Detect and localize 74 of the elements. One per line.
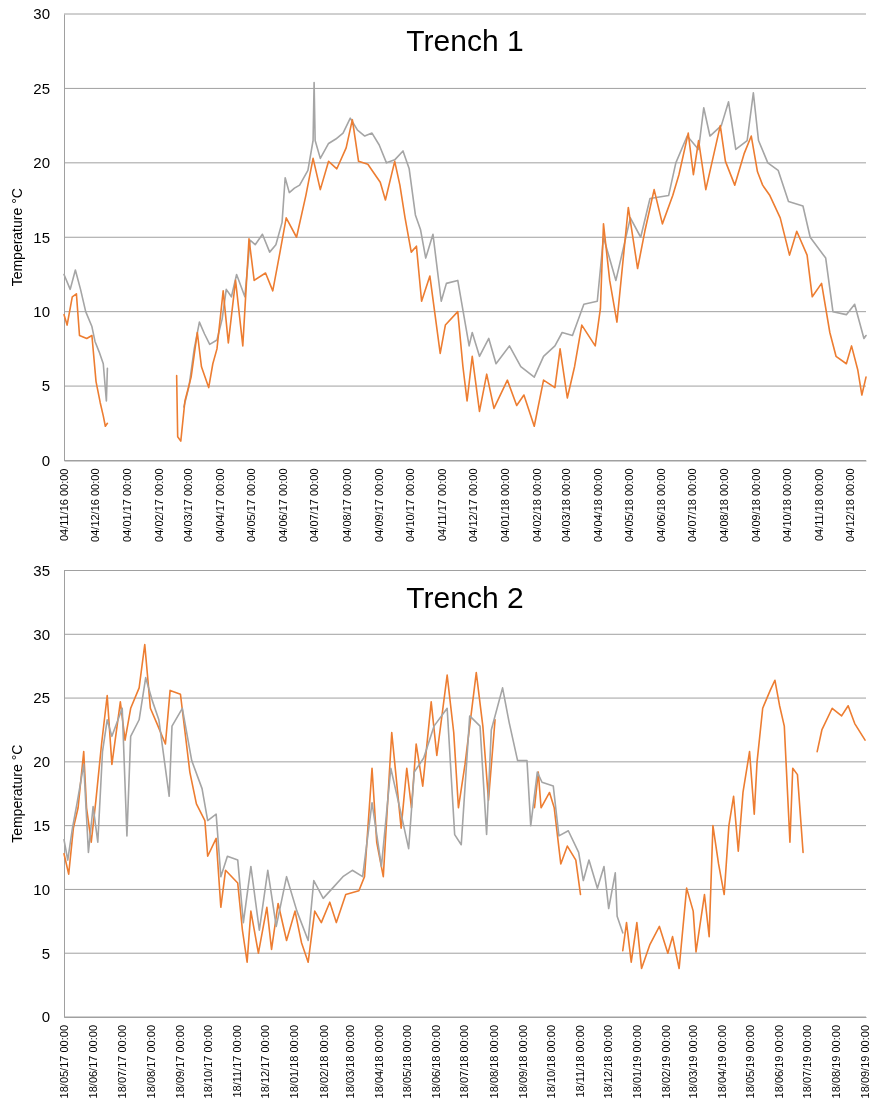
- x-tick-label: 04/05/17 00:00: [245, 468, 258, 542]
- x-tick-label: 18/05/19 00:00: [743, 1025, 756, 1099]
- y-tick-label: 20: [33, 753, 50, 771]
- x-tick-label: 04/11/16 00:00: [58, 468, 71, 542]
- x-tick-label: 18/07/17 00:00: [115, 1025, 128, 1099]
- x-tick-label: 18/05/18 00:00: [401, 1025, 414, 1099]
- x-tick-label: 04/09/18 00:00: [749, 468, 762, 542]
- x-tick-label: 18/07/19 00:00: [801, 1025, 814, 1099]
- x-tick-label: 18/12/18 00:00: [602, 1025, 615, 1099]
- x-tick-label: 04/01/18 00:00: [498, 468, 511, 542]
- x-tick-label: 18/08/17 00:00: [144, 1025, 157, 1099]
- x-tick-label: 18/08/18 00:00: [487, 1025, 500, 1099]
- x-tick-label: 18/04/18 00:00: [372, 1025, 385, 1099]
- chart-title: Trench 1: [406, 24, 524, 57]
- x-tick-label: 04/09/17 00:00: [372, 468, 385, 542]
- x-tick-label: 18/04/19 00:00: [715, 1025, 728, 1099]
- x-tick-label: 18/06/18 00:00: [430, 1025, 443, 1099]
- x-tick-label: 04/01/17 00:00: [121, 468, 134, 542]
- x-tick-label: 04/11/18 00:00: [812, 468, 825, 542]
- x-tick-label: 18/08/19 00:00: [830, 1025, 843, 1099]
- x-tick-label: 04/04/17 00:00: [214, 468, 227, 542]
- x-tick-label: 04/06/18 00:00: [654, 468, 667, 542]
- x-tick-label: 18/06/17 00:00: [87, 1025, 100, 1099]
- x-tick-label: 18/01/18 00:00: [288, 1025, 301, 1099]
- x-tick-label: 04/07/18 00:00: [685, 468, 698, 542]
- y-tick-label: 0: [41, 1008, 50, 1026]
- x-tick-label: 04/12/18 00:00: [843, 468, 856, 542]
- x-tick-label: 04/10/17 00:00: [403, 468, 416, 542]
- y-axis-title: Temperature °C: [9, 744, 25, 843]
- x-tick-label: 04/08/18 00:00: [717, 468, 730, 542]
- x-tick-label: 18/03/18 00:00: [343, 1025, 356, 1099]
- y-tick-label: 30: [33, 5, 50, 23]
- chart-title: Trench 2: [406, 580, 524, 614]
- x-tick-label: 18/10/17 00:00: [202, 1025, 215, 1099]
- y-tick-label: 30: [33, 625, 50, 643]
- x-tick-label: 18/10/18 00:00: [544, 1025, 557, 1099]
- y-tick-label: 15: [33, 816, 50, 834]
- y-tick-label: 0: [41, 451, 50, 469]
- y-tick-label: 20: [33, 154, 50, 172]
- x-tick-label: 04/10/18 00:00: [780, 468, 793, 542]
- y-tick-label: 5: [41, 377, 50, 395]
- x-tick-label: 04/07/17 00:00: [308, 468, 321, 542]
- y-tick-label: 35: [33, 561, 50, 579]
- x-tick-label: 18/11/18 00:00: [573, 1025, 586, 1098]
- y-axis-title: Temperature °C: [9, 188, 25, 287]
- x-tick-label: 04/11/17 00:00: [435, 468, 448, 542]
- x-tick-label: 18/03/19 00:00: [686, 1025, 699, 1099]
- y-tick-label: 10: [33, 880, 50, 898]
- x-tick-label: 04/05/18 00:00: [622, 468, 635, 542]
- x-tick-label: 18/01/19 00:00: [631, 1025, 644, 1099]
- x-tick-label: 04/02/18 00:00: [530, 468, 543, 542]
- x-tick-label: 18/07/18 00:00: [458, 1025, 471, 1099]
- x-tick-label: 04/06/17 00:00: [277, 468, 290, 542]
- x-tick-label: 18/09/17 00:00: [173, 1025, 186, 1099]
- x-tick-label: 04/12/17 00:00: [466, 468, 479, 542]
- x-tick-label: 18/05/17 00:00: [58, 1025, 71, 1099]
- y-tick-label: 25: [33, 79, 50, 97]
- x-tick-label: 04/04/18 00:00: [591, 468, 604, 542]
- x-tick-label: 04/02/17 00:00: [153, 468, 166, 542]
- x-tick-label: 04/03/17 00:00: [182, 468, 195, 542]
- y-tick-label: 10: [33, 302, 50, 320]
- y-tick-label: 15: [33, 228, 50, 246]
- x-tick-label: 18/09/18 00:00: [516, 1025, 529, 1099]
- y-tick-label: 25: [33, 689, 50, 707]
- x-tick-label: 18/11/17 00:00: [231, 1025, 244, 1098]
- x-tick-label: 18/02/19 00:00: [660, 1025, 673, 1099]
- x-tick-label: 18/12/17 00:00: [259, 1025, 272, 1099]
- x-tick-label: 18/09/19 00:00: [859, 1025, 872, 1099]
- y-tick-label: 5: [41, 944, 50, 962]
- x-tick-label: 04/12/16 00:00: [89, 468, 102, 542]
- x-tick-label: 18/02/18 00:00: [317, 1025, 330, 1099]
- x-tick-label: 18/06/19 00:00: [773, 1025, 786, 1099]
- x-tick-label: 04/03/18 00:00: [559, 468, 572, 542]
- x-tick-label: 04/08/17 00:00: [340, 468, 353, 542]
